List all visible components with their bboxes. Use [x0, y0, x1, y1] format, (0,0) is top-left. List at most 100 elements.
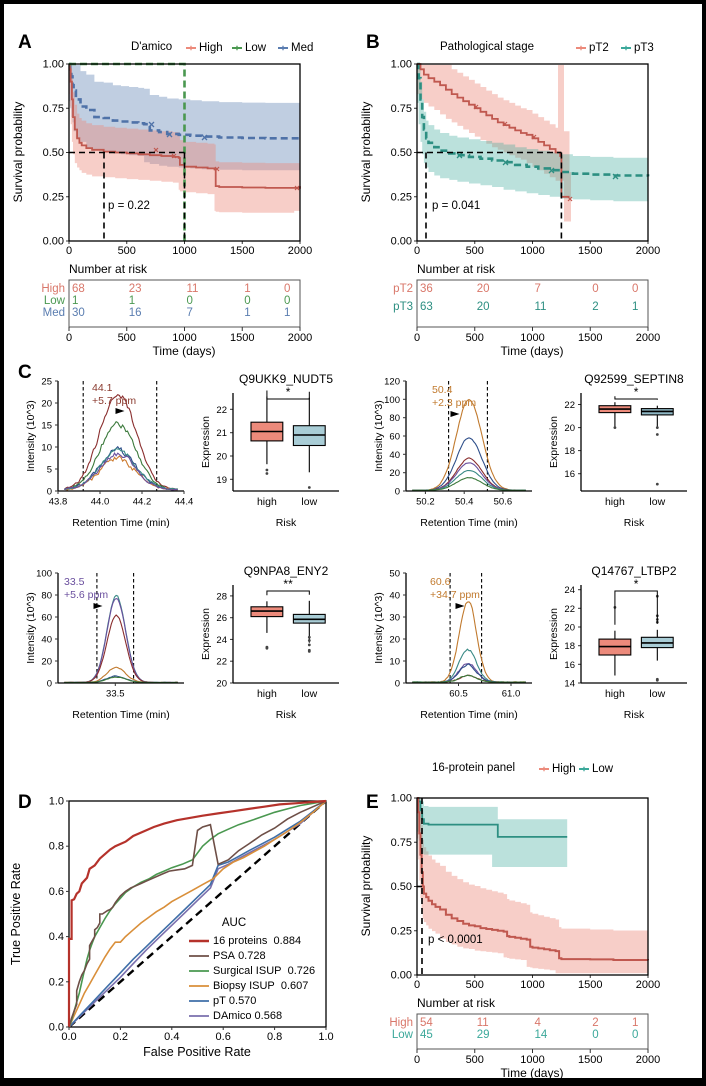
svg-text:High: High: [552, 763, 576, 775]
svg-text:Q14767_LTBP2: Q14767_LTBP2: [591, 564, 676, 578]
svg-text:0: 0: [66, 245, 72, 257]
svg-text:50.6: 50.6: [494, 497, 513, 508]
svg-text:50: 50: [389, 569, 400, 580]
svg-text:2: 2: [592, 301, 598, 313]
svg-text:11: 11: [535, 301, 547, 313]
svg-text:Retention Time (min): Retention Time (min): [72, 517, 169, 529]
svg-text:10: 10: [389, 657, 400, 668]
svg-text:p = 0.22: p = 0.22: [108, 200, 150, 212]
svg-text:1.00: 1.00: [43, 59, 64, 71]
svg-text:120: 120: [384, 377, 400, 388]
svg-text:61.0: 61.0: [502, 689, 521, 700]
svg-text:1.0: 1.0: [49, 796, 64, 808]
svg-text:pT2: pT2: [589, 42, 609, 54]
svg-text:+5.6 ppm: +5.6 ppm: [64, 589, 108, 601]
svg-text:60.5: 60.5: [449, 689, 468, 700]
svg-text:20: 20: [564, 423, 575, 434]
svg-text:0: 0: [284, 283, 290, 295]
svg-text:5: 5: [47, 465, 52, 476]
svg-text:33.5: 33.5: [106, 689, 125, 700]
svg-text:Surgical ISUP 0.726: Surgical ISUP 0.726: [213, 965, 315, 977]
svg-text:7: 7: [187, 307, 193, 319]
svg-text:High: High: [41, 283, 65, 295]
svg-text:2000: 2000: [636, 1054, 660, 1066]
svg-text:0: 0: [187, 295, 193, 307]
svg-text:1: 1: [244, 283, 250, 295]
svg-text:Risk: Risk: [276, 517, 297, 529]
svg-text:0: 0: [632, 1029, 638, 1041]
svg-text:44.2: 44.2: [133, 497, 152, 508]
svg-text:High: High: [199, 42, 223, 54]
svg-text:Retention Time (min): Retention Time (min): [72, 709, 169, 721]
svg-text:1000: 1000: [520, 979, 544, 991]
svg-text:44.4: 44.4: [175, 497, 194, 508]
svg-text:**: **: [283, 577, 293, 591]
svg-text:low: low: [649, 688, 665, 700]
svg-text:0.6: 0.6: [216, 1031, 231, 1043]
svg-text:1: 1: [284, 307, 290, 319]
svg-text:14: 14: [535, 1029, 548, 1041]
svg-text:30: 30: [389, 613, 400, 624]
svg-text:0.25: 0.25: [43, 191, 64, 203]
svg-text:0: 0: [47, 679, 52, 690]
svg-text:36: 36: [420, 283, 433, 295]
svg-text:16: 16: [564, 469, 575, 480]
svg-text:1000: 1000: [520, 245, 544, 257]
svg-text:500: 500: [466, 245, 484, 257]
svg-text:0: 0: [414, 979, 420, 991]
svg-text:Med: Med: [43, 307, 65, 319]
svg-text:Risk: Risk: [624, 709, 645, 721]
svg-text:1: 1: [632, 1017, 638, 1029]
svg-text:0: 0: [414, 245, 420, 257]
svg-text:Low: Low: [44, 295, 66, 307]
svg-text:high: high: [605, 496, 625, 508]
svg-text:1: 1: [632, 301, 638, 313]
svg-text:50.4: 50.4: [432, 384, 453, 396]
svg-text:1000: 1000: [520, 332, 544, 344]
svg-text:Time (days): Time (days): [501, 1066, 564, 1078]
svg-text:2: 2: [592, 1017, 598, 1029]
svg-text:26: 26: [216, 613, 227, 624]
svg-text:high: high: [605, 688, 625, 700]
svg-text:20: 20: [564, 623, 575, 634]
svg-text:0.75: 0.75: [43, 103, 64, 115]
svg-text:500: 500: [466, 1054, 484, 1066]
svg-text:18: 18: [564, 641, 575, 652]
svg-text:0.2: 0.2: [113, 1031, 128, 1043]
svg-text:0.50: 0.50: [391, 147, 412, 159]
svg-text:80: 80: [389, 413, 400, 424]
svg-text:Expression: Expression: [548, 608, 560, 660]
svg-text:15: 15: [41, 421, 52, 432]
svg-text:0.25: 0.25: [391, 191, 412, 203]
svg-text:*: *: [286, 385, 291, 399]
svg-text:Expression: Expression: [200, 416, 212, 468]
svg-text:23: 23: [129, 283, 142, 295]
svg-text:20: 20: [216, 452, 227, 463]
svg-text:high: high: [257, 688, 277, 700]
svg-text:43.8: 43.8: [49, 497, 68, 508]
svg-text:22: 22: [216, 657, 227, 668]
svg-text:30: 30: [72, 307, 85, 319]
svg-text:22: 22: [564, 400, 575, 411]
svg-text:1: 1: [244, 307, 250, 319]
svg-text:Survival probability: Survival probability: [359, 836, 373, 937]
svg-text:500: 500: [466, 979, 484, 991]
svg-text:*: *: [634, 385, 639, 399]
svg-text:1: 1: [129, 295, 135, 307]
svg-text:Intensity (10^3): Intensity (10^3): [25, 592, 37, 663]
svg-text:0.75: 0.75: [391, 103, 412, 115]
svg-text:0: 0: [284, 295, 290, 307]
svg-text:0.50: 0.50: [391, 881, 412, 893]
svg-text:1: 1: [72, 295, 78, 307]
svg-text:60: 60: [41, 613, 52, 624]
svg-text:*: *: [634, 577, 639, 591]
svg-text:28: 28: [216, 591, 227, 602]
svg-text:20: 20: [477, 301, 490, 313]
svg-text:Pathological stage: Pathological stage: [440, 41, 534, 53]
svg-text:500: 500: [118, 245, 136, 257]
svg-text:50.2: 50.2: [416, 497, 435, 508]
svg-text:40: 40: [41, 635, 52, 646]
svg-text:16-protein panel: 16-protein panel: [432, 762, 515, 774]
svg-text:Number at risk: Number at risk: [417, 996, 496, 1010]
svg-text:50.4: 50.4: [455, 497, 474, 508]
